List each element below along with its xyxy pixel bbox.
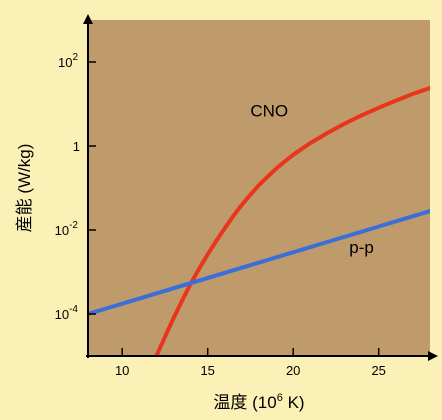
y-tick-label-0: 10-4 xyxy=(55,304,79,322)
series-label-cno: CNO xyxy=(250,102,288,121)
series-line-p-p xyxy=(88,209,430,316)
y-tick-label-3: 102 xyxy=(58,52,78,70)
x-axis-title: 温度 (106 K) xyxy=(213,392,304,412)
x-tick-label-20: 20 xyxy=(286,363,300,378)
x-axis-arrow-icon xyxy=(428,351,438,361)
x-tick-label-25: 25 xyxy=(371,363,385,378)
y-axis-arrow-icon xyxy=(83,14,93,24)
y-tick-label-1: 10-2 xyxy=(55,220,79,238)
y-tick-label-2: 1 xyxy=(73,139,80,154)
series-label-p-p: p-p xyxy=(349,238,374,257)
y-axis-title: 産能 (W/kg) xyxy=(15,144,34,233)
x-tick-label-15: 15 xyxy=(200,363,214,378)
x-tick-label-10: 10 xyxy=(115,363,129,378)
